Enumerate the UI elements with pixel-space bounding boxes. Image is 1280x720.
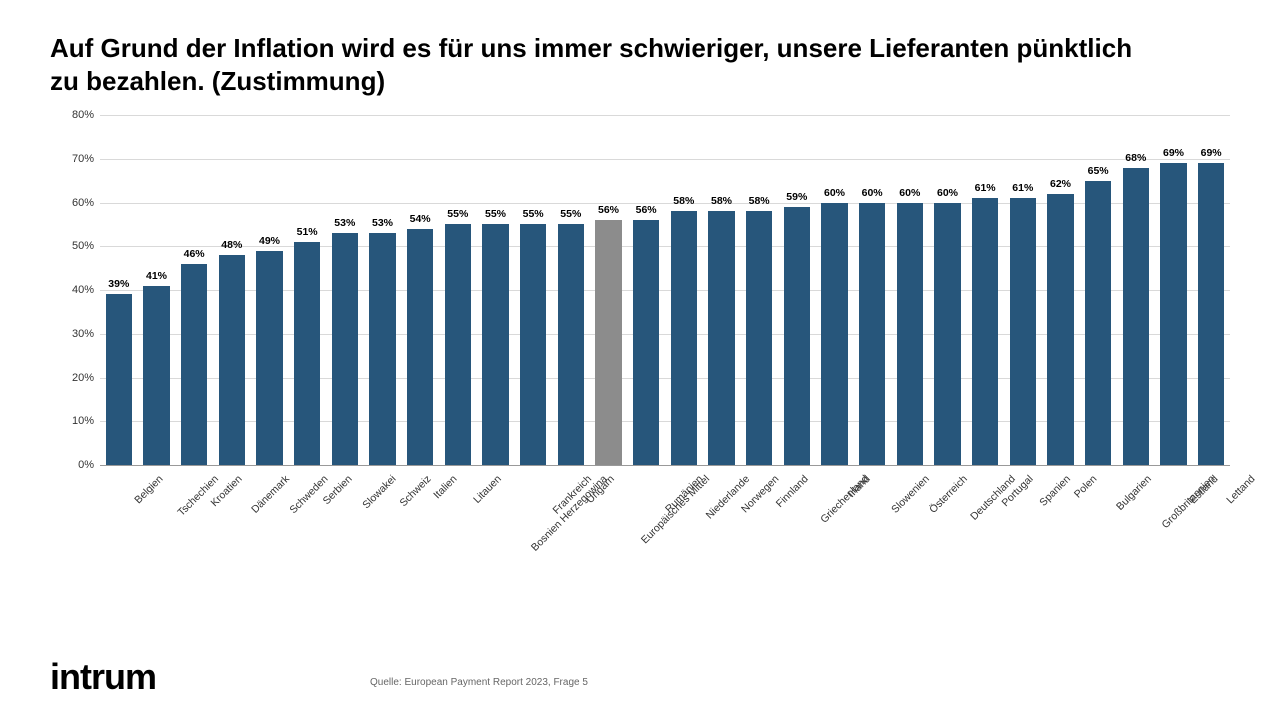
bar-value-label: 61%: [975, 182, 996, 194]
bar-value-label: 49%: [259, 235, 280, 247]
bar-value-label: 59%: [786, 191, 807, 203]
bar: 49%: [256, 251, 282, 465]
bar-value-label: 60%: [899, 187, 920, 199]
bar-value-label: 60%: [937, 187, 958, 199]
bar-value-label: 58%: [711, 195, 732, 207]
bar-value-label: 68%: [1125, 152, 1146, 164]
bar: 58%: [671, 211, 697, 465]
bar: 69%: [1198, 163, 1224, 465]
bar: 51%: [294, 242, 320, 465]
plot-area: 39% 41% 46% 48% 49% 51% 53% 53% 54% 55% 55% 55% 55% 5…: [100, 115, 1230, 466]
bar-value-label: 61%: [1012, 182, 1033, 194]
bar-chart: 0%10%20%30%40%50%60%70%80% 39%41%46%48%4…: [50, 115, 1230, 555]
bar-value-label: 56%: [636, 204, 657, 216]
bar: 53%: [369, 233, 395, 465]
bar-value-label: 51%: [297, 226, 318, 238]
bar: 54%: [407, 229, 433, 465]
y-tick-label: 70%: [72, 153, 94, 165]
bar-value-label: 60%: [824, 187, 845, 199]
y-tick-label: 40%: [72, 284, 94, 296]
bar-value-label: 65%: [1088, 165, 1109, 177]
bar-value-label: 54%: [410, 213, 431, 225]
y-tick-label: 0%: [78, 459, 94, 471]
source-text: Quelle: European Payment Report 2023, Fr…: [370, 677, 588, 688]
chart-title: Auf Grund der Inflation wird es für uns …: [50, 32, 1150, 97]
grid-line: [100, 115, 1230, 116]
bar-value-label: 60%: [862, 187, 883, 199]
bar-value-label: 55%: [447, 208, 468, 220]
footer: intrum Quelle: European Payment Report 2…: [50, 656, 1230, 696]
y-tick-label: 50%: [72, 240, 94, 252]
x-tick-label: Spanien: [1037, 473, 1073, 509]
bar-value-label: 48%: [221, 239, 242, 251]
bar-value-label: 39%: [108, 278, 129, 290]
bar: 60%: [934, 203, 960, 466]
bar: 59%: [784, 207, 810, 465]
x-tick-label: Österreich: [927, 473, 970, 516]
bar-value-label: 69%: [1163, 147, 1184, 159]
bar: 60%: [821, 203, 847, 466]
bar: 60%: [897, 203, 923, 466]
bar: 39%: [106, 294, 132, 465]
bar: 53%: [332, 233, 358, 465]
bar-value-label: 58%: [749, 195, 770, 207]
bar: 69%: [1160, 163, 1186, 465]
y-tick-label: 80%: [72, 109, 94, 121]
bar-value-label: 53%: [334, 217, 355, 229]
y-tick-label: 20%: [72, 372, 94, 384]
bar-value-label: 55%: [485, 208, 506, 220]
x-tick-label: Slowakei: [360, 473, 398, 511]
y-tick-label: 60%: [72, 197, 94, 209]
x-tick-label: Schweiz: [397, 473, 433, 509]
bar-value-label: 41%: [146, 270, 167, 282]
y-tick-label: 30%: [72, 328, 94, 340]
bar-value-label: 55%: [560, 208, 581, 220]
x-tick-label: Litauen: [471, 473, 504, 506]
x-tick-label: Italien: [431, 473, 459, 501]
bar: 56%: [595, 220, 621, 465]
x-tick-label: Belgien: [132, 473, 165, 506]
grid-line: [100, 159, 1230, 160]
page: Auf Grund der Inflation wird es für uns …: [0, 0, 1280, 720]
x-tick-label: Dänemark: [249, 473, 292, 516]
bar-value-label: 46%: [184, 248, 205, 260]
bar: 55%: [558, 224, 584, 465]
bar: 65%: [1085, 181, 1111, 465]
bar: 46%: [181, 264, 207, 465]
bar-value-label: 69%: [1201, 147, 1222, 159]
bar: 58%: [708, 211, 734, 465]
x-tick-label: Polen: [1071, 473, 1098, 500]
y-axis: 0%10%20%30%40%50%60%70%80%: [50, 115, 100, 465]
bar: 61%: [1010, 198, 1036, 465]
x-tick-label: Lettand: [1224, 473, 1257, 506]
bar: 55%: [520, 224, 546, 465]
x-tick-label: Bulgarien: [1114, 473, 1154, 513]
bar: 68%: [1123, 168, 1149, 466]
bar: 62%: [1047, 194, 1073, 465]
bar-value-label: 62%: [1050, 178, 1071, 190]
x-axis: BelgienTschechienKroatienDänemarkSchwede…: [100, 465, 1230, 555]
bar: 41%: [143, 286, 169, 465]
bar-value-label: 58%: [673, 195, 694, 207]
bar: 60%: [859, 203, 885, 466]
bar: 48%: [219, 255, 245, 465]
bar-value-label: 55%: [523, 208, 544, 220]
bar: 56%: [633, 220, 659, 465]
bar: 55%: [482, 224, 508, 465]
y-tick-label: 10%: [72, 415, 94, 427]
bar: 58%: [746, 211, 772, 465]
x-tick-label: Irland: [845, 473, 872, 500]
bar: 61%: [972, 198, 998, 465]
logo: intrum: [50, 656, 156, 698]
bar: 55%: [445, 224, 471, 465]
bar-value-label: 53%: [372, 217, 393, 229]
bar-value-label: 56%: [598, 204, 619, 216]
x-tick-label: Slowenien: [889, 473, 932, 516]
